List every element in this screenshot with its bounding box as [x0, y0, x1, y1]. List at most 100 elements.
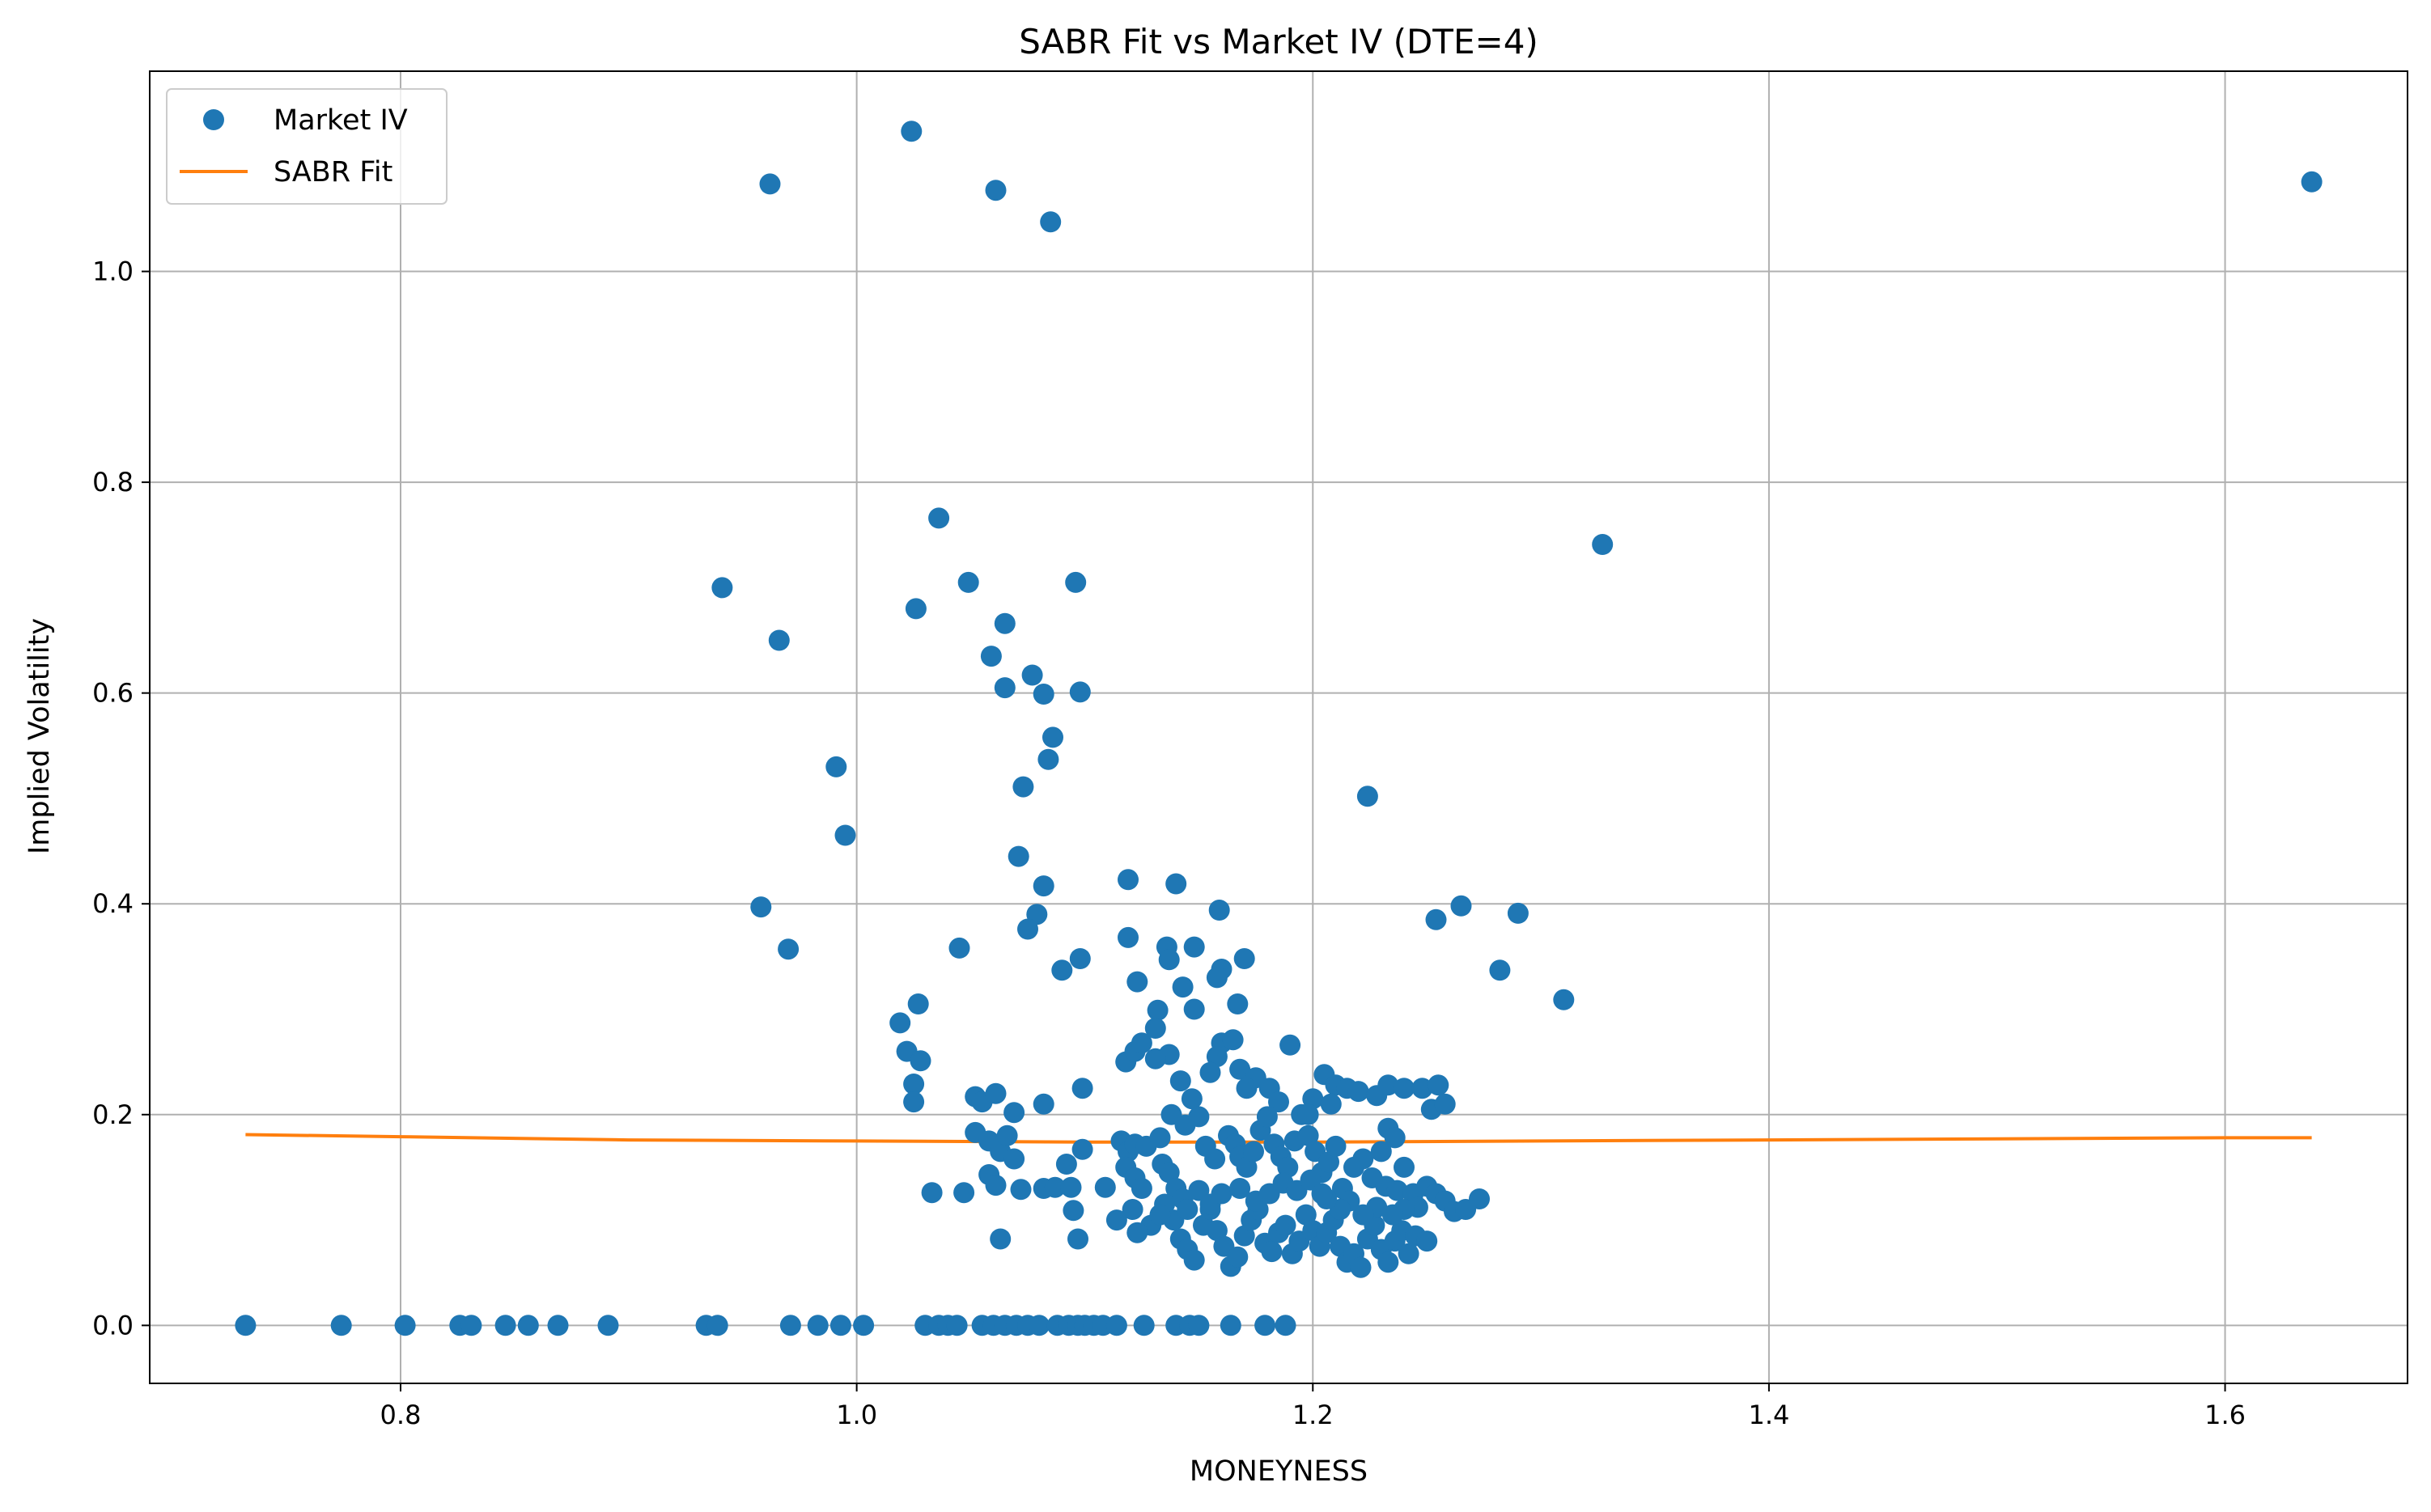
- market-iv-point: [1033, 1093, 1054, 1115]
- market-iv-point: [1071, 1138, 1093, 1160]
- market-iv-point: [768, 629, 790, 651]
- legend-label-market-iv: Market IV: [274, 104, 408, 137]
- market-iv-point: [1325, 1135, 1347, 1157]
- market-iv-point: [1169, 1070, 1191, 1092]
- market-iv-point: [1172, 976, 1194, 998]
- x-axis-ticks: 0.8 1.0 1.2 1.4 1.6: [380, 1383, 2246, 1430]
- market-iv-point: [829, 1315, 851, 1336]
- market-iv-point: [834, 824, 856, 846]
- market-iv-point: [996, 1124, 1018, 1146]
- market-iv-point: [1211, 1183, 1232, 1205]
- market-iv-point: [1553, 989, 1575, 1010]
- market-iv-point: [1021, 664, 1043, 686]
- market-iv-point: [1126, 971, 1148, 993]
- market-iv-point: [994, 612, 1016, 634]
- market-iv-point: [1094, 1176, 1116, 1198]
- market-iv-point: [1183, 936, 1205, 958]
- plot-area-frame: [149, 70, 2408, 1384]
- y-axis-ticks: 0.0 0.2 0.4 0.6 0.8 1.0: [92, 256, 150, 1340]
- market-iv-point: [750, 896, 772, 918]
- market-iv-point: [1133, 1315, 1155, 1336]
- market-iv-point: [1356, 786, 1378, 807]
- y-tick-label: 0.8: [92, 467, 134, 498]
- market-iv-point: [1229, 1058, 1251, 1080]
- market-iv-point: [1044, 1176, 1066, 1198]
- market-iv-point: [903, 1091, 925, 1113]
- market-iv-point: [711, 577, 733, 599]
- market-iv-point: [1012, 776, 1034, 798]
- market-iv-point: [1434, 1093, 1456, 1115]
- market-iv-point: [1206, 1046, 1228, 1068]
- market-iv-point: [907, 993, 929, 1014]
- market-iv-point: [1118, 869, 1139, 891]
- market-iv-point: [1343, 1156, 1364, 1178]
- market-iv-point: [1118, 926, 1139, 948]
- market-iv-point: [985, 1082, 1007, 1104]
- market-iv-point: [889, 1012, 911, 1034]
- market-iv-point: [330, 1315, 352, 1336]
- market-iv-point: [1122, 1199, 1143, 1220]
- market-iv-point: [1147, 999, 1169, 1021]
- market-iv-point: [990, 1228, 1012, 1250]
- market-iv-point: [1188, 1106, 1210, 1128]
- market-iv-point: [1222, 1029, 1244, 1051]
- market-iv-point: [1350, 1256, 1372, 1278]
- y-tick-label: 1.0: [92, 256, 134, 287]
- market-iv-point: [1144, 1048, 1166, 1069]
- market-iv-point: [1060, 1176, 1082, 1198]
- market-iv-point: [1008, 845, 1029, 867]
- market-iv-point: [1384, 1127, 1406, 1149]
- market-iv-point: [921, 1182, 943, 1204]
- market-iv-point: [1254, 1315, 1276, 1336]
- market-iv-point: [1183, 998, 1205, 1020]
- x-tick-label: 1.0: [836, 1400, 877, 1430]
- market-iv-point: [985, 1175, 1007, 1196]
- market-iv-point: [905, 598, 927, 620]
- market-iv-point: [1394, 1078, 1415, 1099]
- market-iv-point: [928, 507, 950, 529]
- market-iv-point: [1227, 1246, 1249, 1268]
- market-iv-point: [1003, 1102, 1025, 1124]
- market-iv-point: [1469, 1188, 1490, 1209]
- market-iv-point: [1069, 948, 1091, 969]
- market-iv-point: [1386, 1180, 1408, 1201]
- market-iv-point: [1377, 1074, 1399, 1096]
- market-iv-point: [1233, 948, 1255, 969]
- market-iv-point: [1398, 1243, 1419, 1264]
- market-iv-point: [1181, 1088, 1203, 1110]
- market-iv-point: [394, 1315, 416, 1336]
- market-iv-point: [1243, 1141, 1264, 1163]
- market-iv-point: [1236, 1078, 1258, 1099]
- market-iv-point: [1416, 1230, 1438, 1252]
- market-iv-point: [985, 180, 1007, 201]
- y-tick-label: 0.6: [92, 678, 134, 709]
- market-iv-point: [901, 121, 923, 142]
- market-iv-point: [1003, 1148, 1025, 1170]
- market-iv-point: [1158, 1162, 1180, 1184]
- legend: Market IV SABR Fit: [166, 88, 448, 205]
- legend-box: [166, 88, 448, 205]
- market-iv-point: [1229, 1178, 1251, 1199]
- market-iv-point: [994, 677, 1016, 699]
- market-iv-point: [807, 1315, 829, 1336]
- market-iv-point: [1507, 902, 1529, 924]
- market-iv-point: [1206, 967, 1228, 989]
- market-iv-point: [494, 1315, 516, 1336]
- market-iv-point: [953, 1182, 975, 1204]
- market-iv-point: [1126, 1222, 1148, 1243]
- market-iv-point: [1261, 1241, 1283, 1263]
- market-iv-point: [1428, 1074, 1449, 1096]
- market-iv-point: [1042, 726, 1063, 748]
- market-iv-point: [1017, 918, 1038, 940]
- market-iv-point: [1063, 1200, 1084, 1222]
- market-iv-point: [779, 1315, 801, 1336]
- market-iv-point: [1220, 1315, 1241, 1336]
- market-iv-point: [1131, 1032, 1152, 1054]
- market-iv-points-layer: [235, 121, 2323, 1336]
- market-iv-point: [1037, 748, 1059, 770]
- market-iv-point: [778, 938, 800, 960]
- market-iv-point: [1067, 1228, 1088, 1250]
- market-iv-point: [1450, 895, 1472, 917]
- market-iv-point: [1425, 908, 1447, 930]
